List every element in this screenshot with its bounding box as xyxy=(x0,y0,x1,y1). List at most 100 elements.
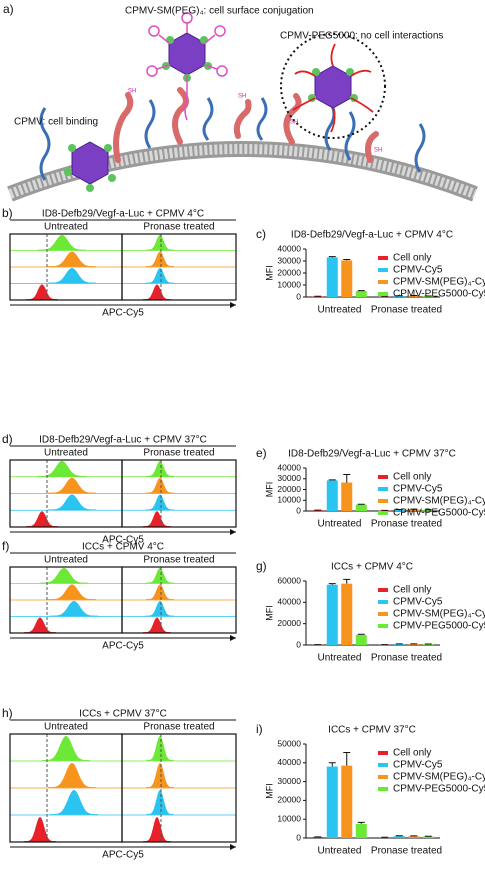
y-tick-label: 0 xyxy=(296,291,301,301)
bar xyxy=(408,644,420,645)
legend-label: CPMV-Cy5 xyxy=(393,597,443,608)
schematic xyxy=(7,12,478,202)
column-header: Untreated xyxy=(44,448,88,459)
x-axis-label: APC-Cy5 xyxy=(102,641,144,652)
particles xyxy=(71,32,352,185)
legend-label: Cell only xyxy=(393,253,431,264)
chart-title: ICCs + CPMV 4°C xyxy=(331,562,413,573)
peg-arms xyxy=(146,12,228,121)
column-header: Pronase treated xyxy=(143,555,214,566)
error-bar xyxy=(328,583,336,585)
bar xyxy=(341,583,353,645)
histogram xyxy=(24,617,56,633)
bar xyxy=(393,836,405,838)
x-axis-label: APC-Cy5 xyxy=(102,850,144,861)
y-tick-label: 20000 xyxy=(277,618,301,628)
error-bar xyxy=(343,473,351,483)
panel-label: b) xyxy=(2,206,13,220)
panel-label: c) xyxy=(256,227,266,241)
legend-swatch xyxy=(378,600,388,604)
chart-title: ID8-Defb29/Vegf-a-Luc + CPMV 4°C xyxy=(291,230,453,241)
caption: CPMV-PEG5000: no cell interactions xyxy=(280,31,443,42)
histogram xyxy=(37,460,87,477)
legend-label: CPMV-PEG5000-Cy5 xyxy=(393,621,485,632)
histogram xyxy=(48,267,96,284)
bar xyxy=(312,837,324,838)
histogram xyxy=(38,234,86,251)
histogram xyxy=(24,816,56,842)
panel-label: h) xyxy=(2,706,13,720)
x-tick-label: Pronase treated xyxy=(371,519,442,530)
bar xyxy=(422,509,434,511)
legend-label: CPMV-Cy5 xyxy=(393,760,443,771)
bar xyxy=(341,482,353,511)
x-axis-label: APC-Cy5 xyxy=(102,535,144,546)
histogram xyxy=(143,511,171,527)
legend-label: CPMV-Cy5 xyxy=(393,484,443,495)
histogram xyxy=(146,567,174,584)
legend-label: Cell only xyxy=(393,472,431,483)
panel-label: e) xyxy=(256,446,267,460)
y-tick-label: 30000 xyxy=(277,255,301,265)
x-tick-label: Untreated xyxy=(318,653,362,664)
panel-label: f) xyxy=(2,539,9,553)
histogram xyxy=(42,735,90,761)
y-tick-label: 10000 xyxy=(277,279,301,289)
bar xyxy=(393,644,405,645)
histogram xyxy=(143,284,171,300)
bar xyxy=(393,509,405,511)
arrow-head xyxy=(230,635,236,641)
histogram xyxy=(48,251,96,267)
legend-label: CPMV-SM(PEG)₄-Cy5 xyxy=(393,277,485,288)
histogram xyxy=(146,789,174,815)
panel-title: ID8-Defb29/Vegf-a-Luc + CPMV 4°C xyxy=(42,209,204,220)
column-header: Pronase treated xyxy=(143,222,214,233)
histogram xyxy=(146,477,174,494)
legend-label: CPMV-PEG5000-Cy5 xyxy=(393,289,485,300)
y-tick-label: 50000 xyxy=(277,738,301,748)
histogram xyxy=(145,494,175,510)
legend-swatch xyxy=(378,775,388,779)
thiol-label: SH xyxy=(290,120,298,126)
column-header: Untreated xyxy=(44,555,88,566)
error-bar xyxy=(328,762,336,767)
y-tick-label: 0 xyxy=(296,505,301,515)
panel-label: d) xyxy=(2,432,13,446)
exclusion-circle xyxy=(280,33,386,139)
y-tick-label: 10000 xyxy=(277,813,301,823)
histogram xyxy=(47,494,97,510)
legend-swatch xyxy=(378,487,388,491)
histogram xyxy=(143,617,171,633)
legend-swatch xyxy=(378,280,388,284)
legend-swatch xyxy=(378,612,388,616)
histogram xyxy=(145,460,175,477)
panel-frame xyxy=(121,733,237,843)
panel-label: i) xyxy=(256,722,263,736)
histogram xyxy=(146,735,174,761)
panel-title: ID8-Defb29/Vegf-a-Luc + CPMV 37°C xyxy=(39,435,207,446)
histogram xyxy=(146,762,174,788)
bar xyxy=(408,836,420,838)
column-header: Untreated xyxy=(44,722,88,733)
bar xyxy=(393,296,405,297)
legend-label: CPMV-Cy5 xyxy=(393,265,443,276)
peg5000-arms xyxy=(292,43,374,133)
x-tick-label: Pronase treated xyxy=(371,305,442,316)
bar xyxy=(355,504,367,511)
bar xyxy=(326,766,338,838)
histogram xyxy=(26,284,58,300)
histogram xyxy=(146,267,174,284)
bar xyxy=(408,509,420,511)
arrow-head xyxy=(230,529,236,535)
error-bar xyxy=(357,633,365,635)
y-tick-label: 30000 xyxy=(277,776,301,786)
caption: CPMV-SM(PEG)₄: cell surface conjugation xyxy=(125,6,314,17)
y-tick-label: 40000 xyxy=(277,597,301,607)
x-axis-label: APC-Cy5 xyxy=(102,308,144,319)
legend-swatch xyxy=(378,763,388,767)
bar xyxy=(422,644,434,645)
y-tick-label: 60000 xyxy=(277,575,301,585)
legend-label: CPMV-SM(PEG)₄-Cy5 xyxy=(393,609,485,620)
